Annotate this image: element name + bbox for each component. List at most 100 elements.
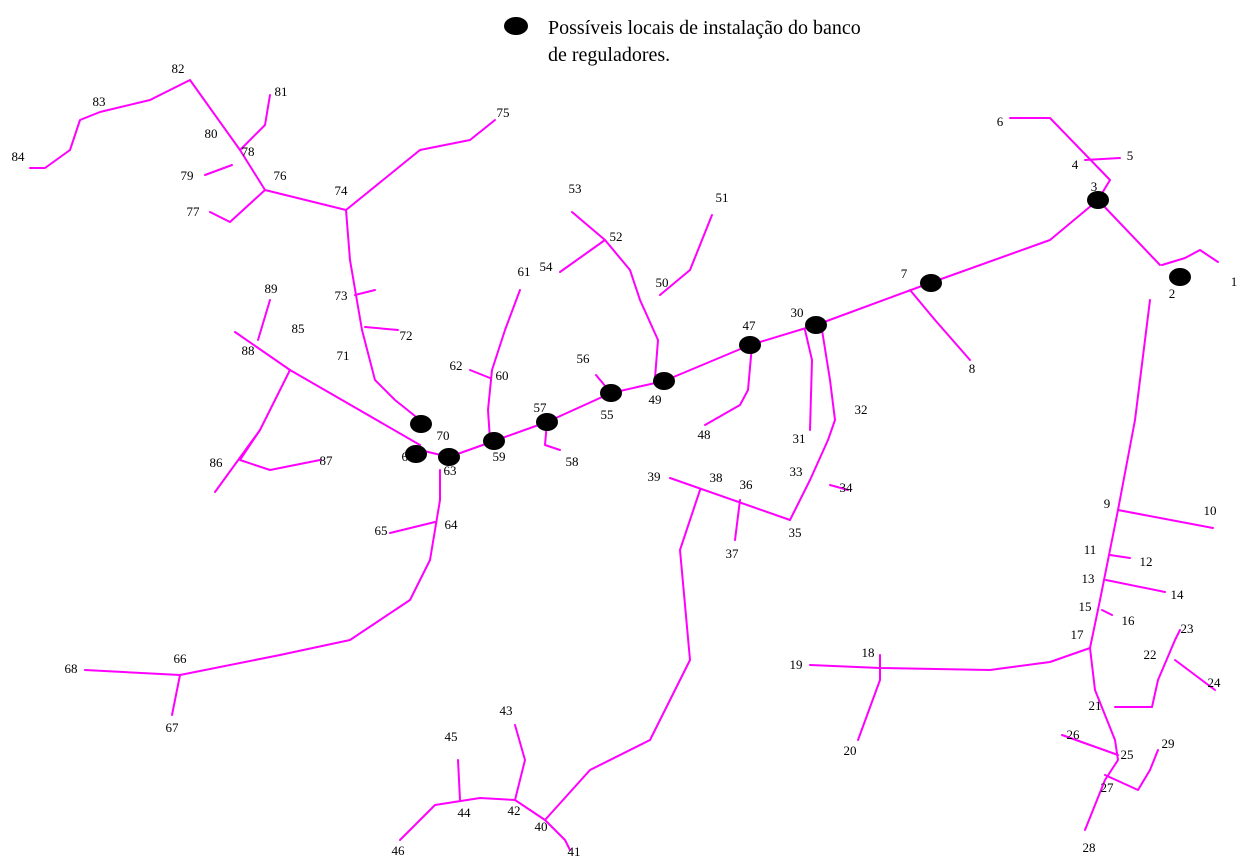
feeder-line	[735, 500, 740, 540]
legend-symbol	[504, 17, 528, 35]
node-label: 81	[275, 84, 288, 99]
node-label: 24	[1208, 675, 1222, 690]
node-label: 80	[205, 126, 218, 141]
node-label: 19	[790, 657, 803, 672]
node-label: 16	[1122, 613, 1136, 628]
node-label: 82	[172, 61, 185, 76]
node-label: 9	[1104, 496, 1111, 511]
feeder-line	[210, 190, 265, 222]
node-label: 12	[1140, 554, 1153, 569]
feeder-line	[205, 165, 232, 175]
node-label: 37	[726, 546, 740, 561]
feeder-line	[1115, 630, 1180, 707]
node-label: 66	[174, 651, 188, 666]
regulator-dot	[483, 432, 505, 450]
node-label: 30	[791, 305, 804, 320]
node-label: 38	[710, 470, 723, 485]
node-label: 54	[540, 259, 554, 274]
feeder-line	[215, 370, 290, 492]
node-label: 42	[508, 803, 521, 818]
feeder-line	[1162, 250, 1218, 265]
node-label: 43	[500, 703, 513, 718]
feeder-line	[488, 290, 520, 440]
feeder-line	[1106, 580, 1165, 592]
node-label: 74	[335, 183, 349, 198]
node-label: 39	[648, 469, 661, 484]
node-label: 41	[568, 844, 581, 859]
feeder-line	[240, 430, 320, 470]
node-label: 59	[493, 449, 506, 464]
node-label: 72	[400, 328, 413, 343]
feeder-line	[172, 675, 180, 715]
node-label: 2	[1169, 286, 1176, 301]
node-label: 71	[337, 348, 350, 363]
node-label: 14	[1171, 587, 1185, 602]
regulator-dot	[1087, 191, 1109, 209]
node-label: 31	[793, 431, 806, 446]
node-label: 25	[1121, 747, 1134, 762]
regulator-dot	[600, 384, 622, 402]
feeder-line	[400, 490, 700, 840]
node-label: 79	[181, 168, 194, 183]
node-label: 56	[577, 351, 591, 366]
node-label: 29	[1162, 736, 1175, 751]
node-label: 7	[901, 266, 908, 281]
node-label: 53	[569, 181, 582, 196]
feeder-line	[545, 820, 570, 850]
node-label: 40	[535, 819, 548, 834]
node-label: 55	[601, 407, 614, 422]
node-label: 46	[392, 843, 406, 858]
feeder-line	[515, 725, 525, 800]
node-label: 18	[862, 645, 875, 660]
feeder-line	[240, 95, 270, 150]
node-label: 22	[1144, 647, 1157, 662]
node-label: 70	[437, 428, 450, 443]
feeder-line	[235, 332, 420, 445]
node-label: 86	[210, 455, 224, 470]
node-label: 88	[242, 343, 255, 358]
feeder-line	[910, 290, 970, 360]
legend-text: de reguladores.	[548, 44, 670, 66]
node-label: 62	[450, 358, 463, 373]
node-label: 8	[969, 361, 976, 376]
node-label: 84	[12, 149, 26, 164]
regulator-dot	[405, 445, 427, 463]
node-label: 65	[375, 523, 388, 538]
node-label: 35	[789, 525, 802, 540]
node-label: 57	[534, 400, 548, 415]
node-label: 64	[445, 517, 459, 532]
node-label: 21	[1089, 698, 1102, 713]
legend: Possíveis locais de instalação do banco …	[504, 17, 861, 66]
node-label: 34	[840, 480, 854, 495]
node-label: 5	[1127, 148, 1134, 163]
regulator-dot	[739, 336, 761, 354]
node-label: 48	[698, 427, 711, 442]
feeder-line	[30, 80, 346, 210]
node-label: 28	[1083, 840, 1096, 855]
regulator-dot	[653, 372, 675, 390]
feeder-line	[810, 648, 1090, 670]
node-label: 85	[292, 321, 305, 336]
node-label: 61	[518, 264, 531, 279]
node-label: 87	[320, 453, 334, 468]
node-label: 4	[1072, 157, 1079, 172]
node-label: 60	[496, 368, 509, 383]
feeder-line	[258, 300, 270, 340]
node-label: 23	[1181, 621, 1194, 636]
feeder-line	[365, 327, 398, 330]
feeder-line	[420, 200, 1160, 457]
node-label: 83	[93, 94, 106, 109]
node-label: 44	[458, 805, 472, 820]
node-label: 76	[274, 168, 288, 183]
regulator-dot	[1169, 268, 1191, 286]
feeder-line	[458, 760, 460, 800]
page: Rede de distribuição html, body { margin…	[0, 0, 1240, 860]
node-label: 33	[790, 464, 803, 479]
node-label: 52	[610, 229, 623, 244]
node-label: 51	[716, 190, 729, 205]
node-label: 20	[844, 743, 857, 758]
node-label: 27	[1101, 780, 1115, 795]
node-label: 32	[855, 402, 868, 417]
feeder-line	[470, 370, 490, 378]
node-label: 50	[656, 275, 669, 290]
